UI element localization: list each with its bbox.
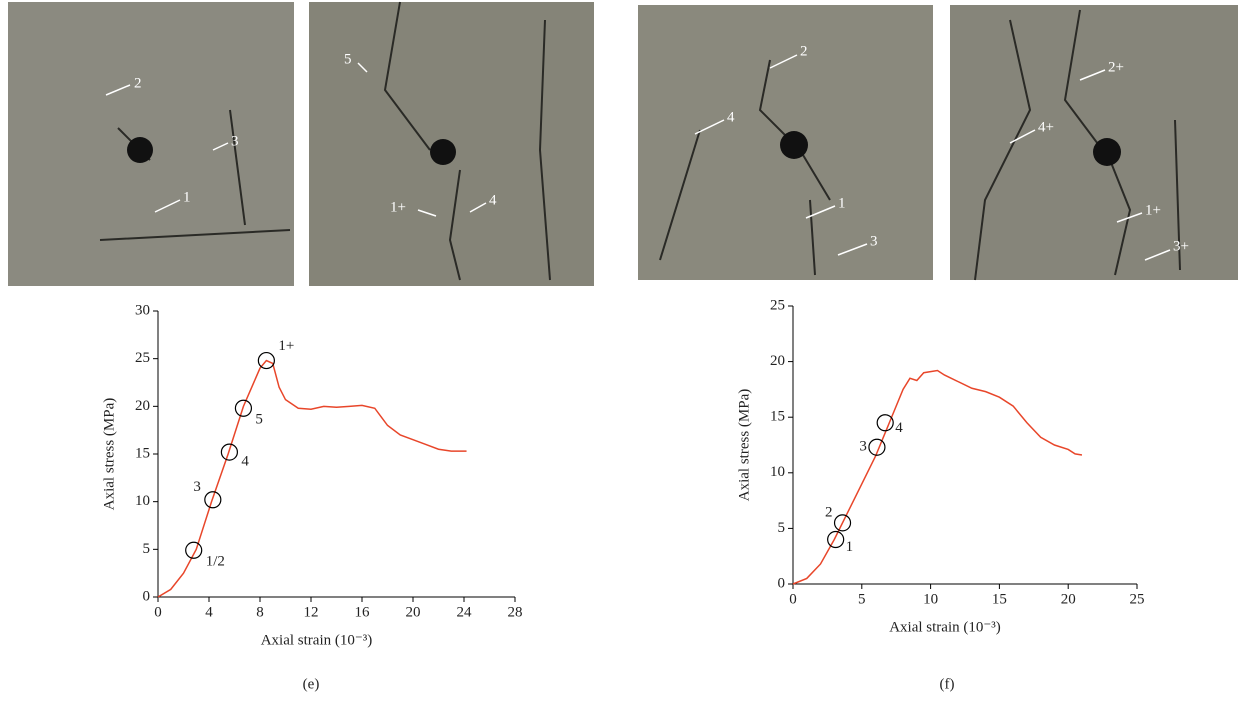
photo-label: 2+ (1108, 59, 1124, 75)
line (157, 359, 467, 598)
photo-label: 1 (183, 189, 191, 205)
x-tick-label: 20 (1061, 591, 1076, 607)
marker-label: 1+ (278, 338, 294, 354)
crack (659, 59, 831, 276)
marker-label: 2 (825, 504, 833, 520)
photo-label: 2 (134, 75, 142, 91)
marker-label: 4 (241, 454, 249, 470)
photo-label: 3 (231, 133, 239, 149)
pointer (694, 119, 725, 135)
x-tick-label: 4 (205, 604, 213, 620)
photo-label: 1 (838, 195, 846, 211)
crack (383, 1, 551, 281)
y-tick-label: 10 (770, 464, 785, 480)
x-tick-label: 16 (355, 604, 371, 620)
y-tick-label: 20 (770, 353, 785, 369)
x-tick-label: 5 (858, 591, 866, 607)
hole (780, 131, 808, 159)
y-tick-label: 5 (143, 541, 151, 557)
pointer (769, 54, 798, 69)
photo-label: 4 (727, 109, 735, 125)
photo-label: 4 (489, 192, 497, 208)
x-tick-label: 0 (789, 591, 797, 607)
pointer (212, 142, 229, 151)
pointer (805, 205, 836, 219)
marker (185, 541, 203, 559)
x-tick-label: 25 (1130, 591, 1145, 607)
y-tick-label: 15 (770, 409, 785, 425)
marker (204, 491, 222, 509)
photo-label: 3+ (1173, 238, 1189, 254)
y-tick-label: 10 (135, 493, 150, 509)
x-tick-label: 28 (508, 604, 523, 620)
y-axis-label: Axial stress (MPa) (736, 389, 752, 502)
x-tick-label: 0 (154, 604, 162, 620)
pointer (357, 62, 368, 73)
y-tick-label: 25 (135, 350, 150, 366)
photo-label: 1+ (1145, 202, 1161, 218)
photo-label: 2 (800, 43, 808, 59)
hole (127, 137, 153, 163)
photo-label: 4+ (1038, 119, 1054, 135)
y-tick-label: 25 (770, 297, 785, 313)
y-tick-label: 5 (778, 520, 786, 536)
caption: (f) (940, 676, 955, 692)
photo: 2+ 4+ 1+ 3+ (950, 5, 1238, 281)
hole (430, 139, 456, 165)
x-tick-label: 10 (923, 591, 938, 607)
marker-label: 3 (859, 439, 867, 455)
marker-label: 4 (895, 420, 903, 436)
photo-label: 1+ (390, 199, 406, 215)
photo-bg (950, 5, 1238, 280)
x-tick-label: 20 (406, 604, 421, 620)
y-tick-label: 20 (135, 398, 150, 414)
pointer (1079, 69, 1106, 81)
x-axis-label: Axial strain (10⁻³) (889, 619, 1001, 635)
pointer (154, 199, 181, 213)
marker (220, 443, 238, 461)
photo: 2 3 1 (8, 2, 294, 286)
hole (1093, 138, 1121, 166)
y-tick-label: 15 (135, 445, 150, 461)
marker (234, 399, 253, 417)
marker-label: 3 (193, 479, 201, 495)
photo-label: 5 (344, 51, 352, 67)
pointer (837, 243, 868, 256)
photo-label: 3 (870, 233, 878, 249)
marker (833, 514, 852, 532)
x-axis-label: Axial strain (10⁻³) (261, 632, 373, 648)
y-axis-label: Axial stress (MPa) (101, 398, 117, 511)
marker-label: 1 (846, 539, 854, 555)
marker (827, 530, 845, 549)
pointer (1116, 212, 1143, 223)
y-tick-label: 0 (143, 588, 151, 604)
x-tick-label: 8 (256, 604, 264, 620)
pointer (1009, 129, 1036, 144)
x-tick-label: 24 (457, 604, 473, 620)
caption: (e) (303, 676, 320, 692)
marker (876, 414, 894, 432)
pointer (417, 209, 437, 217)
y-tick-label: 30 (135, 302, 150, 318)
marker (257, 351, 275, 370)
marker (868, 438, 886, 456)
marker-label: 1/2 (206, 554, 225, 570)
photo: 2 4 1 3 (638, 5, 933, 280)
photo: 5 1+ 4 (309, 1, 594, 286)
x-tick-label: 12 (304, 604, 319, 620)
line (792, 369, 1083, 585)
pointer (105, 84, 131, 96)
marker-label: 5 (255, 412, 262, 428)
pointer (469, 202, 487, 213)
x-tick-label: 15 (992, 591, 1007, 607)
pointer (1144, 249, 1171, 261)
y-tick-label: 0 (778, 575, 786, 591)
